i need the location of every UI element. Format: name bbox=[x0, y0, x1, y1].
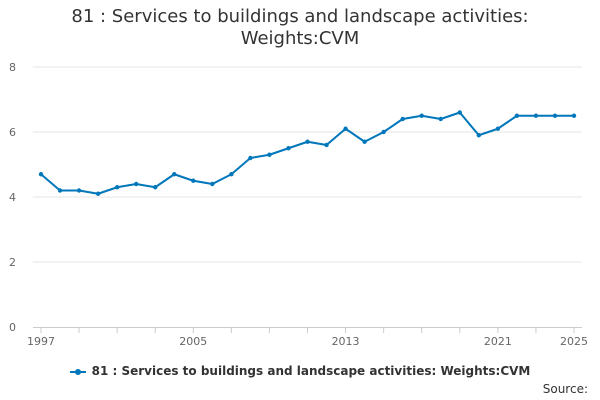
data-point bbox=[533, 113, 539, 118]
x-tick-label: 2021 bbox=[484, 335, 512, 348]
source-label: Source: bbox=[542, 382, 588, 396]
x-tick-label: 2025 bbox=[560, 335, 588, 348]
x-tick-label: 2005 bbox=[179, 335, 207, 348]
data-point bbox=[267, 152, 272, 157]
legend-label: 81 : Services to buildings and landscape… bbox=[91, 364, 531, 378]
legend-line-marker-icon bbox=[69, 368, 86, 375]
chart-title: 81 : Services to buildings and landscape… bbox=[0, 6, 600, 50]
data-point bbox=[95, 191, 101, 196]
data-point bbox=[400, 116, 405, 122]
y-tick-label: 4 bbox=[9, 191, 16, 204]
axes: 0 2 4 6 8 1997 2005 2013 2021 2025 bbox=[9, 61, 588, 348]
data-point bbox=[438, 116, 443, 122]
data-point bbox=[476, 133, 482, 138]
data-point bbox=[76, 188, 82, 193]
data-point bbox=[57, 188, 63, 193]
data-point bbox=[133, 181, 139, 187]
data-point bbox=[381, 129, 386, 135]
chart-title-line-2: Weights:CVM bbox=[240, 28, 360, 49]
data-point bbox=[38, 172, 44, 177]
data-point bbox=[571, 113, 577, 118]
legend[interactable]: 81 : Services to buildings and landscape… bbox=[0, 364, 600, 378]
data-point bbox=[552, 113, 558, 118]
data-point bbox=[153, 185, 158, 190]
data-point bbox=[305, 139, 310, 144]
series-layer bbox=[38, 110, 577, 196]
data-point bbox=[286, 146, 291, 151]
data-point bbox=[324, 142, 329, 148]
data-point bbox=[248, 155, 253, 161]
data-point bbox=[343, 126, 348, 131]
x-tick-label: 1997 bbox=[27, 335, 55, 348]
x-tick-label: 2013 bbox=[332, 335, 360, 348]
y-tick-label: 6 bbox=[9, 126, 16, 139]
y-tick-label: 0 bbox=[9, 321, 16, 334]
data-point bbox=[210, 181, 215, 187]
data-point bbox=[457, 110, 462, 115]
data-point bbox=[514, 113, 520, 118]
data-point bbox=[362, 139, 367, 144]
data-point bbox=[172, 172, 177, 177]
chart-title-line-1: 81 : Services to buildings and landscape… bbox=[71, 6, 529, 27]
data-point bbox=[114, 185, 120, 190]
data-point bbox=[495, 126, 501, 131]
y-tick-label: 2 bbox=[9, 256, 16, 269]
gridlines bbox=[33, 66, 582, 263]
data-point bbox=[419, 113, 424, 118]
data-point bbox=[191, 178, 196, 183]
series-line bbox=[40, 111, 574, 195]
data-point bbox=[229, 172, 234, 177]
y-tick-label: 8 bbox=[9, 61, 16, 74]
